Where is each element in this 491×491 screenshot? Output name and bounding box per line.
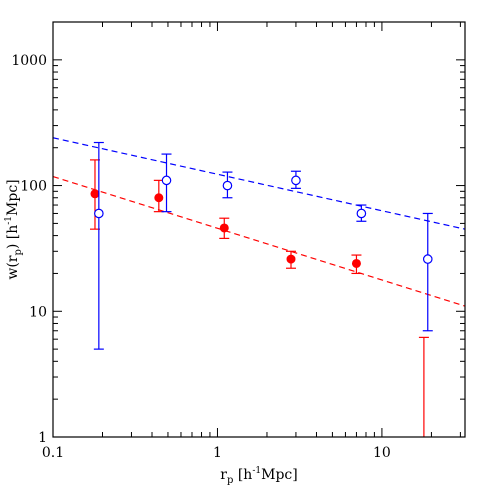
data-point — [356, 208, 367, 219]
data-point — [154, 193, 164, 203]
data-point — [222, 180, 233, 191]
y-tick-label: 1000 — [11, 53, 47, 69]
data-point — [90, 189, 100, 199]
series-layer — [52, 137, 466, 437]
y-tick-label: 100 — [20, 179, 47, 195]
series-1 — [52, 159, 466, 437]
x-tick-label: 0.1 — [42, 445, 64, 461]
data-point — [422, 254, 433, 264]
y-tick-label: 10 — [29, 304, 47, 320]
series-2 — [52, 137, 466, 350]
data-point — [291, 175, 301, 186]
fit-line — [52, 137, 466, 230]
x-tick-label: 10 — [373, 445, 391, 461]
data-point — [219, 223, 229, 233]
data-point — [351, 258, 361, 268]
y-axis-label: w(rp) [h-1Mpc] — [4, 179, 24, 279]
y-tick-label: 1 — [38, 430, 47, 446]
plot-frame — [52, 21, 466, 438]
data-point — [286, 254, 296, 264]
data-point — [94, 208, 104, 219]
fit-line — [52, 175, 466, 307]
data-point — [161, 175, 172, 186]
x-axis-label: rp [h-1Mpc] — [220, 466, 297, 486]
x-tick-label: 1 — [213, 445, 222, 461]
